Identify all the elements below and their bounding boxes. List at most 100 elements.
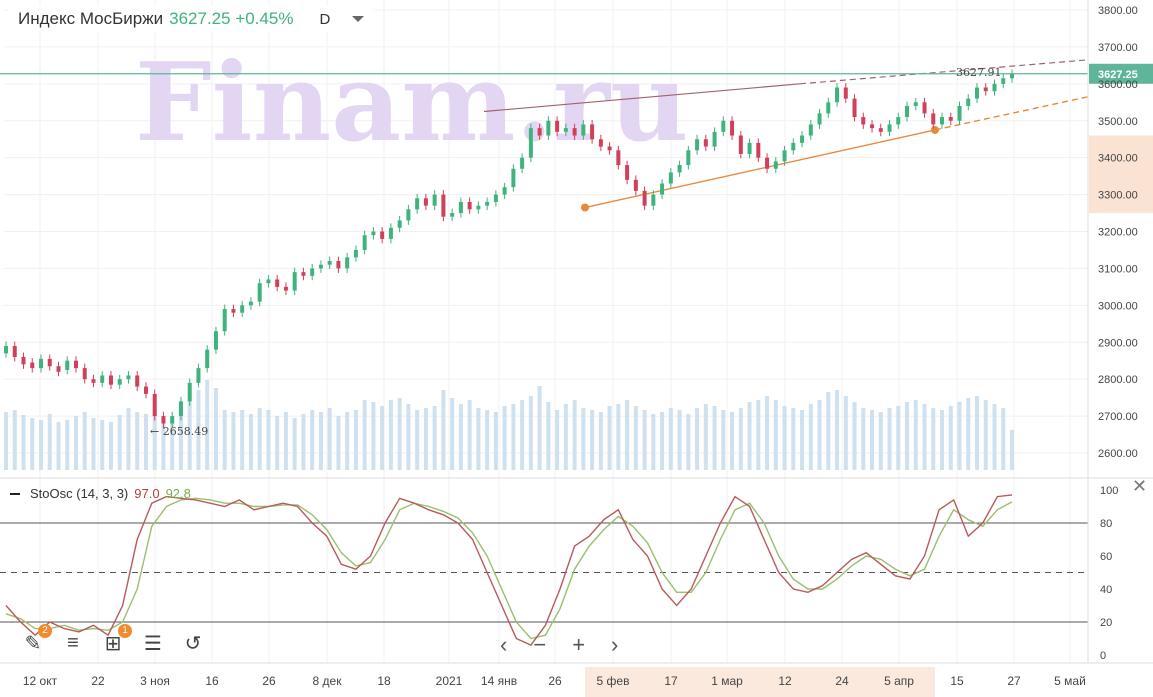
- price-tick-label: 3700.00: [1098, 42, 1138, 54]
- legend-line-icon: [10, 492, 20, 495]
- candle-body: [423, 198, 428, 206]
- volume-bar: [940, 410, 945, 470]
- volume-bar: [765, 396, 770, 470]
- indicators-button[interactable]: ⊞ 1: [100, 624, 132, 656]
- volume-bar: [415, 410, 420, 470]
- trend-line-upper: [483, 83, 801, 113]
- zoom-in-icon[interactable]: +: [572, 632, 586, 657]
- indicator-legend: StoOsc (14, 3, 3) 97.0 92.8: [10, 486, 191, 501]
- candle-body: [800, 135, 805, 143]
- volume-bar: [537, 386, 542, 470]
- volume-bar: [817, 400, 822, 470]
- candle-body: [940, 117, 945, 125]
- volume-bar: [633, 406, 638, 470]
- candle-body: [310, 268, 315, 276]
- time-tick-label: 5 май: [1054, 674, 1086, 688]
- objects-list-button[interactable]: ≡: [60, 630, 86, 656]
- candle-body: [82, 368, 87, 380]
- reset-button[interactable]: ↺: [180, 630, 206, 656]
- candle-body: [957, 105, 962, 121]
- settings-button[interactable]: ☰: [140, 630, 166, 656]
- candle-body: [695, 139, 700, 151]
- candle-body: [546, 120, 551, 136]
- stoch-k-value: 97.0: [134, 486, 160, 501]
- volume-bar: [625, 400, 630, 470]
- candle-body: [406, 209, 411, 221]
- time-tick-label: 5 фев: [597, 674, 630, 688]
- candle-body: [450, 213, 455, 217]
- volume-bar: [318, 412, 323, 470]
- volume-bar: [808, 404, 813, 470]
- volume-bar: [992, 404, 997, 470]
- candle-body: [607, 146, 612, 151]
- volume-bar: [310, 410, 315, 470]
- candle-body: [686, 150, 691, 166]
- candle-body: [913, 102, 918, 106]
- candle-body: [896, 117, 901, 125]
- stoch-k-line: [5, 494, 1013, 646]
- volume-bar: [642, 410, 647, 470]
- chart-header: Индекс МосБиржи 3627.25 +0.45% D: [8, 6, 375, 32]
- volume-bar: [686, 414, 691, 470]
- indicator-count-badge: 1: [118, 624, 132, 638]
- volume-bar: [922, 404, 927, 470]
- scroll-right-icon[interactable]: ›: [611, 632, 619, 657]
- chevron-down-icon[interactable]: [352, 16, 365, 22]
- candle-body: [677, 165, 682, 173]
- price-tick-label: 3800.00: [1098, 5, 1138, 17]
- scroll-left-icon[interactable]: ‹: [500, 632, 508, 657]
- volume-bar: [905, 402, 910, 470]
- volume-bar: [581, 408, 586, 470]
- candle-body: [922, 102, 927, 114]
- stoch-tick-label: 60: [1100, 551, 1112, 563]
- candle-body: [362, 235, 367, 250]
- time-tick-label: 17: [664, 674, 678, 688]
- candle-body: [222, 309, 227, 332]
- chart-toolbar: ✎ 2 ≡ ⊞ 1 ☰ ↺: [20, 624, 206, 656]
- candle-body: [765, 157, 770, 169]
- volume-bar: [493, 412, 498, 470]
- volume-bar: [450, 398, 455, 470]
- timeframe-selector[interactable]: D: [319, 10, 331, 28]
- volume-bar: [870, 410, 875, 470]
- candle-body: [756, 142, 761, 158]
- candle-body: [458, 201, 463, 214]
- volume-bar: [222, 410, 227, 470]
- candle-body: [703, 139, 708, 147]
- candle-body: [528, 128, 533, 158]
- max-price-label: 3627.91: [956, 66, 1002, 79]
- candle-body: [852, 98, 857, 118]
- time-tick-label: 14 янв: [481, 674, 517, 688]
- volume-bar: [257, 408, 262, 470]
- drawing-tools-button[interactable]: ✎ 2: [20, 624, 52, 656]
- candle-body: [415, 198, 420, 210]
- volume-bar: [458, 404, 463, 470]
- volume-bar: [327, 408, 332, 470]
- volume-bar: [441, 390, 446, 470]
- time-tick-label: 16: [205, 674, 219, 688]
- volume-bar: [528, 396, 533, 470]
- volume-bar: [546, 402, 551, 470]
- trend-anchor-point: [931, 125, 939, 134]
- volume-bar: [56, 422, 61, 470]
- volume-bar: [423, 408, 428, 470]
- volume-bar: [248, 414, 253, 470]
- candle-body: [1001, 78, 1006, 84]
- zoom-out-icon[interactable]: −: [533, 632, 547, 657]
- volume-bar: [432, 406, 437, 470]
- volume-bar: [205, 380, 210, 470]
- last-price-label: 3627.25: [1098, 69, 1138, 81]
- volume-bar: [712, 406, 717, 470]
- candle-body: [432, 194, 437, 206]
- price-tick-label: 2700.00: [1098, 411, 1138, 423]
- volume-bar: [108, 422, 113, 470]
- close-indicator-icon[interactable]: ✕: [1132, 476, 1148, 496]
- volume-bar: [747, 402, 752, 470]
- time-tick-label: 15: [950, 674, 964, 688]
- candle-body: [992, 83, 997, 92]
- candle-body: [196, 368, 201, 383]
- stoch-tick-label: 40: [1100, 584, 1112, 596]
- volume-bar: [773, 400, 778, 470]
- volume-bar: [800, 410, 805, 470]
